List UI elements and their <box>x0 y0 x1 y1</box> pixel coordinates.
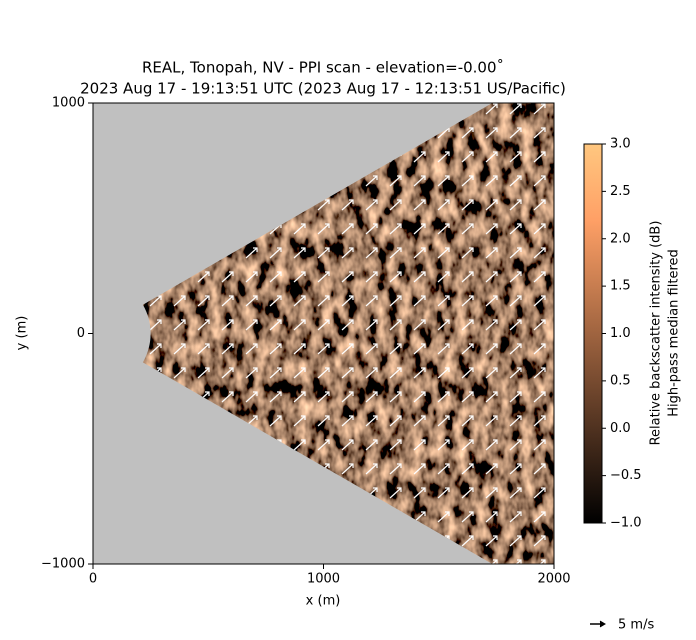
colorbar <box>583 143 603 524</box>
colorbar-tick-label: 2.0 <box>610 231 631 246</box>
x-tick-label: 0 <box>89 572 97 587</box>
colorbar-tick-label: −0.5 <box>610 468 642 483</box>
x-tick-label: 2000 <box>537 572 570 587</box>
chart-subtitle: 2023 Aug 17 - 19:13:51 UTC (2023 Aug 17 … <box>80 80 566 98</box>
colorbar-label: High-pass median filtered <box>667 249 682 417</box>
colorbar-tick-label: 1.0 <box>610 326 631 341</box>
colorbar-tick-label: −1.0 <box>610 516 642 531</box>
colorbar-tick-label: 0.5 <box>610 373 631 388</box>
x-tick-label: 1000 <box>307 572 340 587</box>
colorbar-tick-label: 0.0 <box>610 421 631 436</box>
quiver-key-label: 5 m/s <box>618 618 654 633</box>
y-tick-label: 0 <box>77 326 85 341</box>
quiver-key: 5 m/s <box>590 618 654 633</box>
chart-title: REAL, Tonopah, NV - PPI scan - elevation… <box>142 59 504 77</box>
colorbar-tick-label: 3.0 <box>610 137 631 152</box>
colorbar-tick-label: 1.5 <box>610 279 631 294</box>
colorbar-label: Relative backscatter intensity (dB) <box>649 221 664 446</box>
y-tick-label: 1000 <box>52 96 85 111</box>
quiver-key-head <box>599 620 606 628</box>
x-axis-label: x (m) <box>306 594 341 609</box>
y-tick-label: −1000 <box>41 557 85 572</box>
colorbar-tick-label: 2.5 <box>610 184 631 199</box>
y-axis-label: y (m) <box>15 316 30 351</box>
